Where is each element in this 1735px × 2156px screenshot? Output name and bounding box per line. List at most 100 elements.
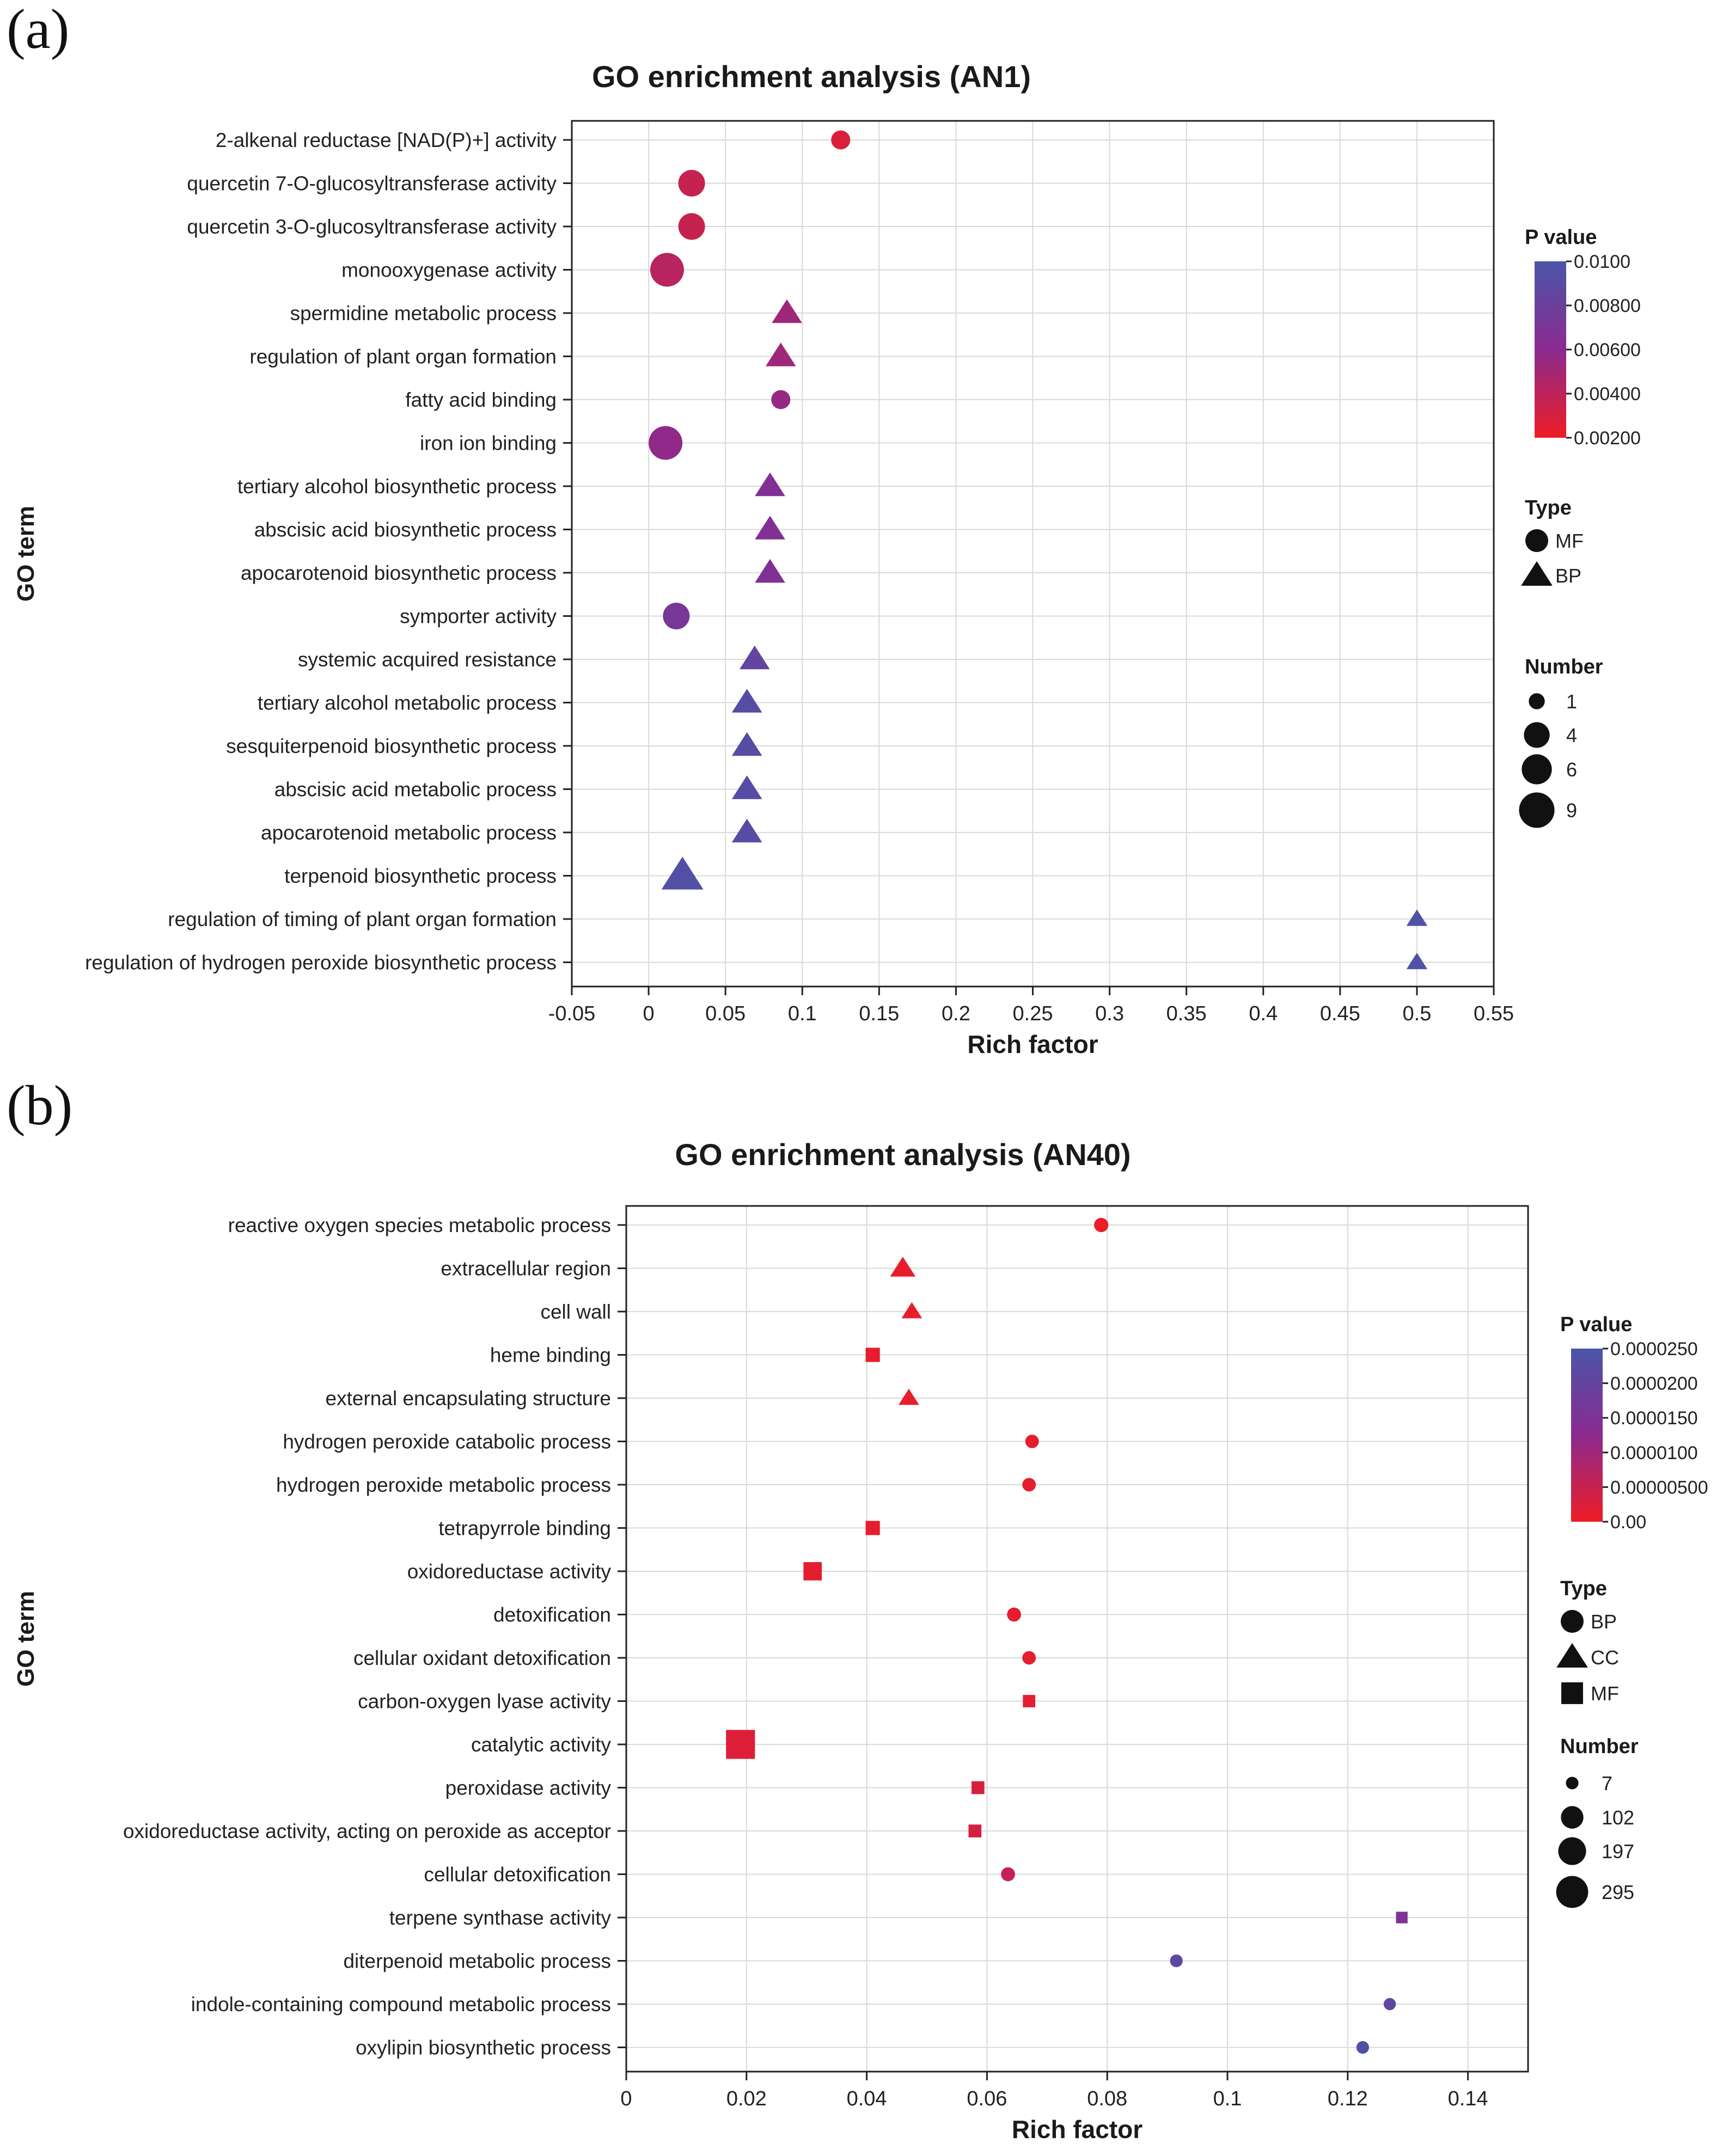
grid-lines [572,121,1494,987]
data-point[interactable] [831,130,851,150]
number-legend-title: Number [1560,1735,1639,1758]
type-legend-square-icon[interactable] [1561,1682,1583,1704]
x-tick-label: 0.14 [1448,2087,1488,2110]
x-tick-label: 0 [620,2087,632,2110]
data-point[interactable] [968,1824,982,1837]
colorbar-tick-label: 0.0000100 [1610,1443,1698,1463]
data-point[interactable] [865,1347,880,1362]
type-legend-label: MF [1555,530,1584,552]
data-point[interactable] [678,213,705,240]
number-legend-label: 7 [1602,1772,1612,1794]
data-point[interactable] [1022,1478,1036,1492]
type-legend-circle-icon[interactable] [1561,1610,1584,1633]
y-tick-label: regulation of timing of plant organ form… [168,908,557,930]
type-legend-label: CC [1591,1646,1619,1669]
number-legend-label: 4 [1566,724,1577,746]
data-point[interactable] [731,775,762,799]
number-legend-circle [1556,1876,1589,1908]
y-tick-label: external encapsulating structure [326,1387,611,1410]
colorbar-tick-label: 0.00200 [1574,428,1641,449]
colorbar-tick-label: 0.00000500 [1610,1477,1708,1498]
data-point[interactable] [1383,1998,1396,2011]
data-point[interactable] [731,689,762,713]
y-tick-label: indole-containing compound metabolic pro… [191,1993,611,2016]
data-point[interactable] [901,1302,923,1319]
data-point[interactable] [755,472,785,497]
y-tick-label: sesquiterpenoid biosynthetic process [226,735,557,757]
data-point[interactable] [865,1521,880,1535]
data-point[interactable] [1406,953,1428,970]
y-tick-label: monooxygenase activity [341,259,557,281]
colorbar [1535,261,1566,438]
colorbar-tick-label: 0.0000150 [1610,1408,1698,1429]
y-tick-label: extracellular region [441,1258,611,1280]
chart-title: GO enrichment analysis (AN40) [675,1137,1131,1172]
data-point[interactable] [1001,1867,1015,1882]
data-point[interactable] [1023,1695,1036,1707]
y-tick-label: hydrogen peroxide catabolic process [283,1431,611,1453]
y-axis-ticks: reactive oxygen species metabolic proces… [123,1214,626,2059]
data-point[interactable] [1094,1217,1109,1233]
y-tick-label: tetrapyrrole binding [438,1517,611,1540]
y-tick-label: apocarotenoid biosynthetic process [241,562,557,584]
number-legend-label: 6 [1566,758,1577,781]
data-point[interactable] [726,1730,755,1759]
data-point[interactable] [663,602,690,630]
y-tick-label: detoxification [493,1604,611,1626]
data-point[interactable] [1025,1435,1039,1448]
data-points [726,1217,1408,2054]
x-tick-label: 0.25 [1013,1002,1053,1025]
data-point[interactable] [755,516,785,540]
data-point[interactable] [1396,1912,1408,1924]
data-point[interactable] [731,732,762,756]
type-legend-circle-icon[interactable] [1525,529,1548,552]
y-axis-ticks: 2-alkenal reductase [NAD(P)+] activity qu… [85,129,572,974]
data-point[interactable] [772,299,802,323]
number-legend-circle [1529,693,1545,709]
y-tick-label: regulation of hydrogen peroxide biosynth… [85,952,557,974]
data-point[interactable] [1170,1954,1183,1968]
number-legend-circle [1561,1806,1584,1829]
data-point[interactable] [1022,1651,1036,1665]
data-point[interactable] [739,645,770,670]
data-point[interactable] [650,253,684,287]
data-point[interactable] [661,856,704,890]
x-tick-label: 0.05 [705,1002,746,1025]
y-tick-label: terpenoid biosynthetic process [284,865,557,887]
data-point[interactable] [898,1388,919,1405]
data-point[interactable] [678,169,705,197]
y-tick-label: hydrogen peroxide metabolic process [276,1474,611,1496]
colorbar-tick-label: 0.00400 [1574,384,1641,405]
data-point[interactable] [765,342,796,366]
y-tick-label: apocarotenoid metabolic process [261,822,557,844]
x-tick-label: 0.4 [1249,1002,1278,1025]
colorbar-tick-label: 0.00800 [1574,296,1641,316]
y-tick-label: spermidine metabolic process [290,302,557,324]
colorbar-tick-label: 0.0000200 [1610,1374,1698,1394]
x-axis-ticks: -0.05 0 0.05 0.1 0.15 0.2 0.25 0.3 0.35 0.4 0.45 0.… [548,987,1514,1025]
data-point[interactable] [1007,1607,1021,1622]
data-point[interactable] [1356,2041,1370,2054]
p-value-legend-title: P value [1560,1313,1632,1336]
type-legend-triangle-icon[interactable] [1556,1643,1588,1668]
data-point[interactable] [649,426,683,460]
number-legend-circle [1522,754,1552,785]
panel-b: (b) GO enrichment analysis (AN40) 0 0.02 0.0… [7,1074,1708,2143]
y-tick-label: carbon-oxygen lyase activity [358,1690,611,1713]
data-point[interactable] [771,390,791,409]
p-value-legend: P value 0.0100 0.00800 0.00600 0.00400 0.0020… [1525,226,1641,449]
p-value-legend-title: P value [1525,226,1597,249]
y-tick-label: diterpenoid metabolic process [343,1950,611,1973]
data-point[interactable] [755,559,785,583]
number-legend: Number 7 102 197 295 [1556,1735,1639,1908]
colorbar-tick-label: 0.00600 [1574,340,1641,360]
type-legend-triangle-icon[interactable] [1521,561,1553,586]
y-tick-label: tertiary alcohol biosynthetic process [237,475,557,498]
y-tick-label: oxylipin biosynthetic process [356,2037,611,2059]
data-point[interactable] [731,818,762,843]
data-point[interactable] [803,1562,822,1581]
y-axis-label: GO term [13,506,39,602]
data-point[interactable] [1406,909,1428,926]
data-point[interactable] [972,1781,985,1794]
data-point[interactable] [890,1257,916,1277]
